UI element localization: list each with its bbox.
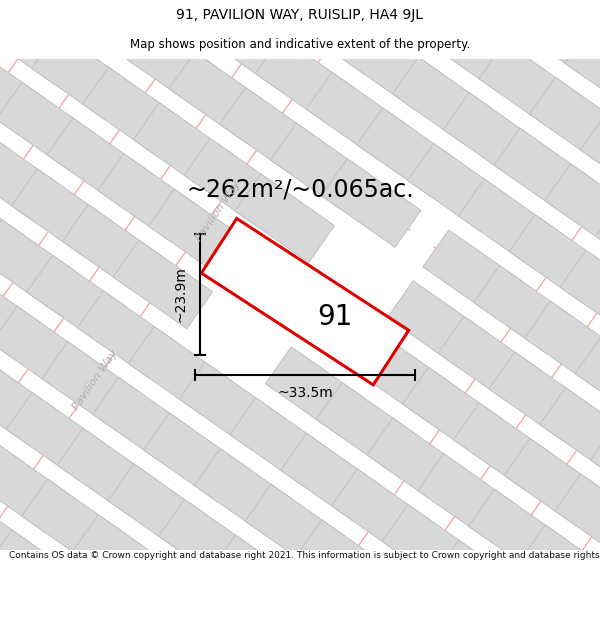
Polygon shape — [377, 0, 477, 59]
Polygon shape — [596, 199, 600, 288]
Polygon shape — [545, 164, 600, 252]
Polygon shape — [0, 443, 70, 532]
Polygon shape — [306, 72, 406, 161]
Polygon shape — [590, 423, 600, 512]
Polygon shape — [256, 37, 355, 125]
Text: Pavilion Way: Pavilion Way — [71, 348, 119, 412]
Polygon shape — [433, 540, 533, 625]
Text: ~262m²/~0.065ac.: ~262m²/~0.065ac. — [186, 177, 414, 201]
Polygon shape — [458, 179, 558, 268]
Polygon shape — [357, 108, 457, 196]
Polygon shape — [143, 413, 243, 501]
Polygon shape — [123, 550, 223, 625]
Polygon shape — [103, 0, 600, 625]
Polygon shape — [484, 576, 583, 625]
Polygon shape — [0, 47, 45, 136]
Polygon shape — [0, 219, 76, 308]
Polygon shape — [184, 138, 284, 227]
Polygon shape — [575, 337, 600, 426]
Polygon shape — [47, 118, 146, 206]
Polygon shape — [179, 362, 278, 451]
Polygon shape — [190, 0, 289, 3]
Polygon shape — [53, 0, 600, 625]
Polygon shape — [347, 556, 446, 625]
Polygon shape — [77, 291, 177, 379]
Polygon shape — [580, 113, 600, 201]
Polygon shape — [205, 1, 304, 89]
Polygon shape — [514, 0, 600, 79]
Polygon shape — [230, 398, 329, 486]
Polygon shape — [93, 378, 192, 466]
Polygon shape — [397, 591, 497, 625]
Polygon shape — [469, 489, 568, 578]
Polygon shape — [555, 474, 600, 562]
Polygon shape — [0, 408, 20, 496]
Polygon shape — [174, 586, 274, 625]
Polygon shape — [0, 271, 40, 359]
Polygon shape — [103, 0, 203, 18]
Polygon shape — [464, 0, 563, 44]
Polygon shape — [326, 0, 426, 24]
Polygon shape — [352, 332, 451, 420]
Polygon shape — [108, 464, 208, 552]
Polygon shape — [438, 316, 538, 405]
Polygon shape — [520, 525, 600, 614]
Polygon shape — [524, 301, 600, 390]
Polygon shape — [413, 0, 512, 8]
Polygon shape — [494, 128, 593, 217]
Polygon shape — [149, 189, 248, 278]
Polygon shape — [0, 494, 35, 583]
Polygon shape — [11, 169, 111, 258]
Polygon shape — [240, 0, 340, 39]
Polygon shape — [118, 16, 218, 105]
Polygon shape — [62, 204, 162, 293]
Polygon shape — [271, 123, 370, 212]
Polygon shape — [169, 52, 269, 141]
Polygon shape — [83, 67, 182, 156]
Polygon shape — [113, 240, 212, 329]
Polygon shape — [291, 0, 391, 74]
Text: Contains OS data © Crown copyright and database right 2021. This information is : Contains OS data © Crown copyright and d… — [9, 551, 600, 561]
Polygon shape — [17, 0, 116, 34]
Text: 91: 91 — [317, 302, 353, 331]
Polygon shape — [565, 26, 600, 115]
Polygon shape — [225, 621, 325, 625]
Polygon shape — [392, 57, 492, 146]
Polygon shape — [128, 326, 228, 415]
Polygon shape — [0, 321, 4, 410]
Polygon shape — [22, 479, 121, 568]
Text: ~33.5m: ~33.5m — [277, 386, 333, 400]
Polygon shape — [408, 144, 507, 232]
Polygon shape — [27, 255, 126, 344]
Polygon shape — [154, 0, 253, 54]
Text: Map shows position and indicative extent of the property.: Map shows position and indicative extent… — [130, 38, 470, 51]
Polygon shape — [509, 214, 600, 303]
Text: 91, PAVILION WAY, RUISLIP, HA4 9JL: 91, PAVILION WAY, RUISLIP, HA4 9JL — [176, 8, 424, 22]
Polygon shape — [423, 230, 523, 319]
Polygon shape — [194, 449, 294, 537]
Polygon shape — [560, 250, 600, 339]
Polygon shape — [388, 281, 487, 369]
Polygon shape — [98, 154, 197, 242]
Polygon shape — [428, 6, 527, 95]
Polygon shape — [245, 484, 344, 572]
Polygon shape — [220, 88, 319, 176]
Text: ~23.9m: ~23.9m — [174, 266, 188, 322]
Polygon shape — [209, 535, 309, 624]
Polygon shape — [0, 184, 25, 272]
Polygon shape — [316, 382, 416, 471]
Polygon shape — [454, 403, 553, 491]
Polygon shape — [403, 368, 502, 456]
Polygon shape — [311, 606, 410, 625]
Polygon shape — [504, 438, 600, 527]
Polygon shape — [367, 418, 467, 507]
Polygon shape — [331, 469, 431, 558]
Polygon shape — [322, 159, 421, 248]
Polygon shape — [530, 78, 600, 166]
Polygon shape — [341, 21, 441, 110]
Polygon shape — [0, 357, 55, 446]
Polygon shape — [202, 219, 409, 385]
Polygon shape — [0, 0, 80, 84]
Polygon shape — [67, 0, 167, 69]
